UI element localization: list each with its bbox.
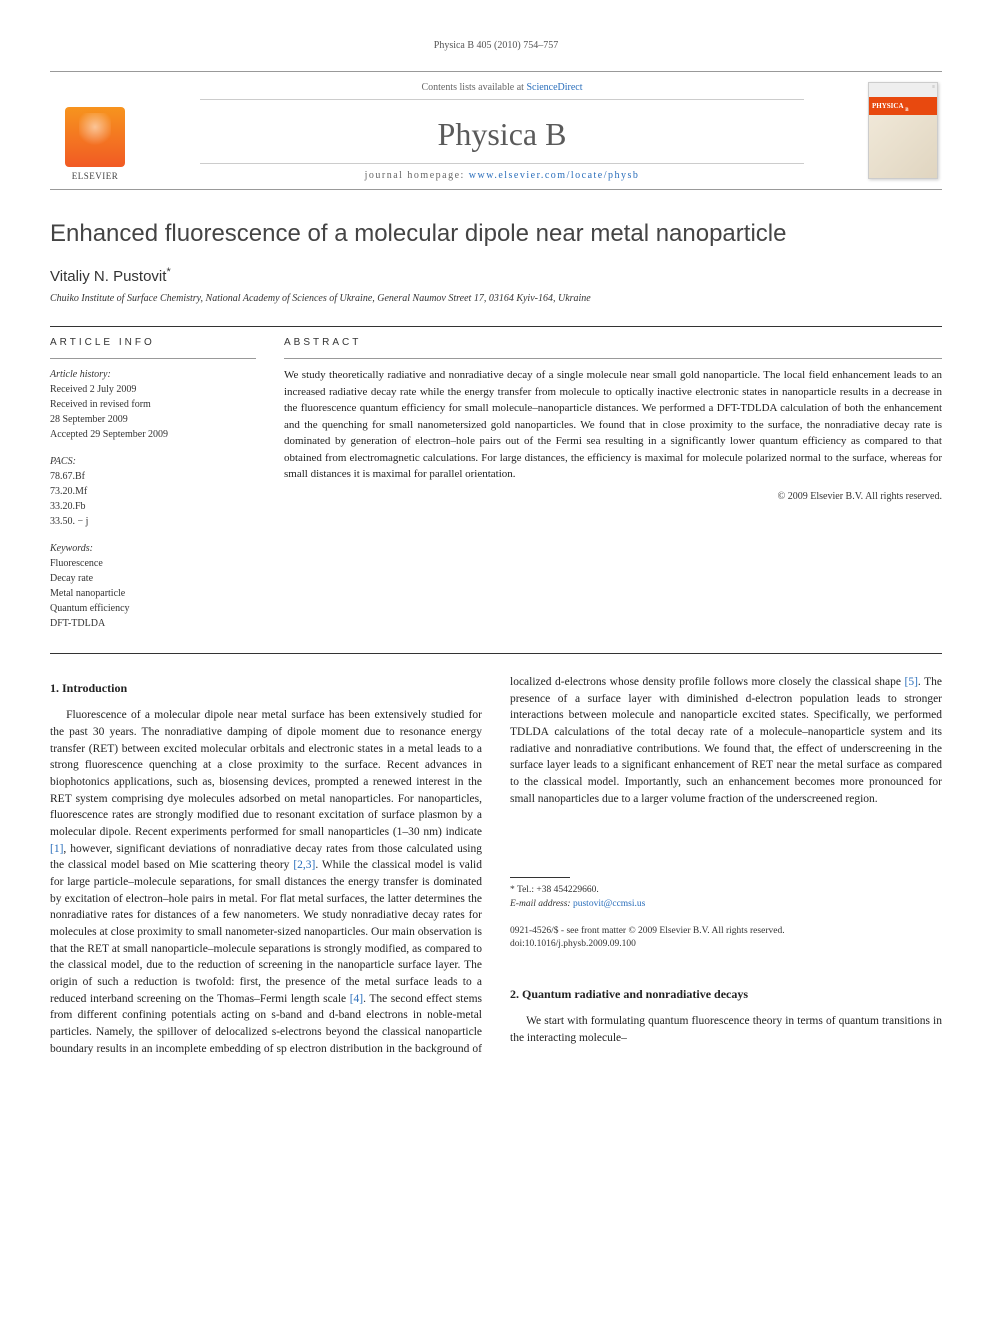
author-name: Vitaliy N. Pustovit*	[50, 266, 942, 285]
history-line: Accepted 29 September 2009	[50, 429, 168, 440]
journal-homepage-link[interactable]: www.elsevier.com/locate/physb	[469, 170, 640, 181]
keyword: DFT-TDLDA	[50, 618, 105, 629]
citation-link[interactable]: [1]	[50, 843, 63, 855]
pacs-label: PACS:	[50, 456, 76, 467]
cover-sub: B	[905, 108, 908, 113]
history-label: Article history:	[50, 369, 111, 380]
citation-link[interactable]: [4]	[350, 993, 363, 1005]
front-matter-footnote: 0921-4526/$ - see front matter © 2009 El…	[510, 925, 942, 952]
body-text: . The presence of a surface layer with d…	[510, 676, 942, 805]
contents-prefix: Contents lists available at	[421, 82, 526, 93]
contents-available-line: Contents lists available at ScienceDirec…	[200, 82, 804, 100]
corresponding-mark: *	[166, 266, 170, 278]
issn-line: 0921-4526/$ - see front matter © 2009 El…	[510, 926, 785, 936]
journal-name: Physica B	[160, 116, 844, 153]
article-body: 1. Introduction Fluorescence of a molecu…	[50, 674, 942, 1058]
tel-label: * Tel.:	[510, 885, 536, 895]
corresponding-footnote: * Tel.: +38 454229660. E-mail address: p…	[510, 884, 942, 911]
banner-center: Contents lists available at ScienceDirec…	[140, 72, 864, 189]
history-line: 28 September 2009	[50, 414, 128, 425]
cover-thumb-art	[869, 115, 937, 178]
body-text: Fluorescence of a molecular dipole near …	[50, 709, 482, 838]
citation-link[interactable]: [5]	[905, 676, 918, 688]
publisher-logo: ELSEVIER	[50, 72, 140, 189]
section-2-heading: 2. Quantum radiative and nonradiative de…	[510, 986, 942, 1003]
keywords-label: Keywords:	[50, 543, 93, 554]
abstract-copyright: © 2009 Elsevier B.V. All rights reserved…	[284, 491, 942, 502]
keyword: Decay rate	[50, 573, 93, 584]
pacs-code: 73.20.Mf	[50, 486, 87, 497]
abstract-text: We study theoretically radiative and non…	[284, 367, 942, 483]
publisher-name: ELSEVIER	[72, 171, 119, 181]
section-2-paragraph: We start with formulating quantum fluore…	[510, 1013, 942, 1046]
pacs-block: PACS: 78.67.Bf 73.20.Mf 33.20.Fb 33.50. …	[50, 454, 256, 529]
journal-cover-thumbnail: ≡ PHYSICA B	[868, 82, 938, 179]
pacs-code: 33.50. − j	[50, 516, 88, 527]
journal-banner: ELSEVIER Contents lists available at Sci…	[50, 71, 942, 190]
history-line: Received 2 July 2009	[50, 384, 136, 395]
abstract-heading: ABSTRACT	[284, 337, 942, 348]
cover-thumb-title: PHYSICA B	[869, 97, 937, 115]
author-affiliation: Chuiko Institute of Surface Chemistry, N…	[50, 293, 942, 304]
keyword: Fluorescence	[50, 558, 103, 569]
info-rule	[50, 358, 256, 359]
footnote-separator	[510, 877, 570, 878]
elsevier-tree-icon	[65, 107, 125, 167]
email-label: E-mail address:	[510, 899, 571, 909]
article-history-block: Article history: Received 2 July 2009 Re…	[50, 367, 256, 442]
journal-homepage-line: journal homepage: www.elsevier.com/locat…	[200, 163, 804, 181]
author-email-link[interactable]: pustovit@ccmsi.us	[573, 899, 645, 909]
keywords-block: Keywords: Fluorescence Decay rate Metal …	[50, 541, 256, 631]
abstract-rule	[284, 358, 942, 359]
sciencedirect-link[interactable]: ScienceDirect	[526, 82, 582, 93]
history-line: Received in revised form	[50, 399, 151, 410]
tel-number: +38 454229660.	[536, 885, 598, 895]
running-header: Physica B 405 (2010) 754–757	[50, 40, 942, 51]
article-info-column: ARTICLE INFO Article history: Received 2…	[50, 327, 268, 653]
cover-label: PHYSICA	[872, 102, 904, 110]
keyword: Quantum efficiency	[50, 603, 130, 614]
section-1-heading: 1. Introduction	[50, 680, 482, 697]
cover-thumb-top: ≡	[869, 83, 937, 97]
author-text: Vitaliy N. Pustovit	[50, 268, 166, 285]
article-info-heading: ARTICLE INFO	[50, 337, 256, 348]
pacs-code: 78.67.Bf	[50, 471, 85, 482]
keyword: Metal nanoparticle	[50, 588, 125, 599]
homepage-prefix: journal homepage:	[365, 170, 469, 181]
citation-link[interactable]: [2,3]	[293, 859, 315, 871]
abstract-column: ABSTRACT We study theoretically radiativ…	[268, 327, 942, 653]
article-meta-row: ARTICLE INFO Article history: Received 2…	[50, 326, 942, 654]
article-title: Enhanced fluorescence of a molecular dip…	[50, 220, 942, 248]
pacs-code: 33.20.Fb	[50, 501, 86, 512]
body-text: . While the classical model is valid for…	[50, 859, 482, 954]
doi-line: doi:10.1016/j.physb.2009.09.100	[510, 939, 636, 949]
